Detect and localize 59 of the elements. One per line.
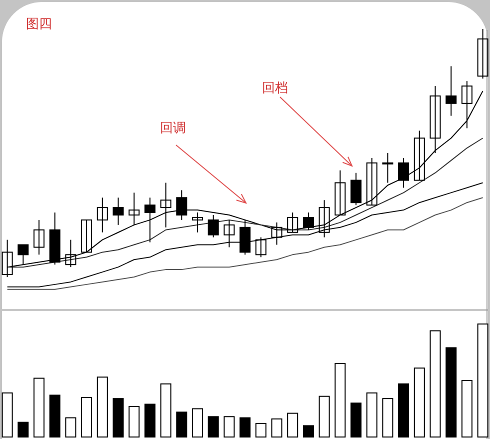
candlestick <box>414 130 425 181</box>
bar <box>287 412 298 438</box>
bar <box>382 398 394 438</box>
candlestick <box>34 219 44 256</box>
candlestick <box>144 197 156 243</box>
bar <box>208 416 219 438</box>
candlestick <box>334 170 346 216</box>
bar <box>2 392 13 438</box>
bar <box>49 394 60 438</box>
annotation: 回档 <box>262 81 288 96</box>
bar <box>224 416 235 438</box>
candlestick <box>176 190 188 220</box>
bar <box>271 418 282 438</box>
bar <box>192 408 203 438</box>
candlestick <box>318 200 330 238</box>
bar <box>255 422 266 438</box>
bar <box>18 422 29 438</box>
candlestick <box>81 219 92 253</box>
bar <box>446 347 457 438</box>
candlestick <box>224 219 235 248</box>
candlestick <box>477 28 488 80</box>
bar <box>240 417 251 438</box>
candlestick <box>446 66 457 116</box>
bar <box>398 383 410 438</box>
bar <box>81 396 92 438</box>
bar <box>461 380 472 438</box>
chart-title: 图四 <box>26 17 52 32</box>
bar <box>366 392 378 438</box>
candlestick <box>302 212 314 230</box>
candlestick <box>398 157 410 188</box>
candlestick <box>350 172 362 206</box>
bar <box>350 402 362 438</box>
candlestick <box>96 197 108 233</box>
bar <box>302 425 314 438</box>
bar <box>318 396 330 438</box>
bar <box>414 368 425 438</box>
annotation: 回调 <box>160 121 186 136</box>
bar <box>34 378 44 438</box>
candlestick <box>382 152 394 184</box>
bar <box>96 376 108 438</box>
bar <box>430 330 441 438</box>
bar <box>334 363 346 438</box>
candlestick <box>160 182 172 228</box>
candlestick <box>18 244 29 266</box>
bar <box>160 383 172 438</box>
candlestick <box>128 192 140 226</box>
candlestick <box>287 212 298 233</box>
candlestick <box>208 214 219 238</box>
bar <box>65 417 76 438</box>
bar <box>176 412 188 438</box>
candlestick <box>271 222 282 246</box>
bar <box>144 404 156 438</box>
candlestick <box>255 236 266 258</box>
bar <box>128 406 140 438</box>
bar <box>477 324 488 438</box>
candlestick <box>112 197 124 226</box>
bar <box>112 398 124 438</box>
candlestick <box>366 157 378 206</box>
candlestick <box>192 212 203 233</box>
